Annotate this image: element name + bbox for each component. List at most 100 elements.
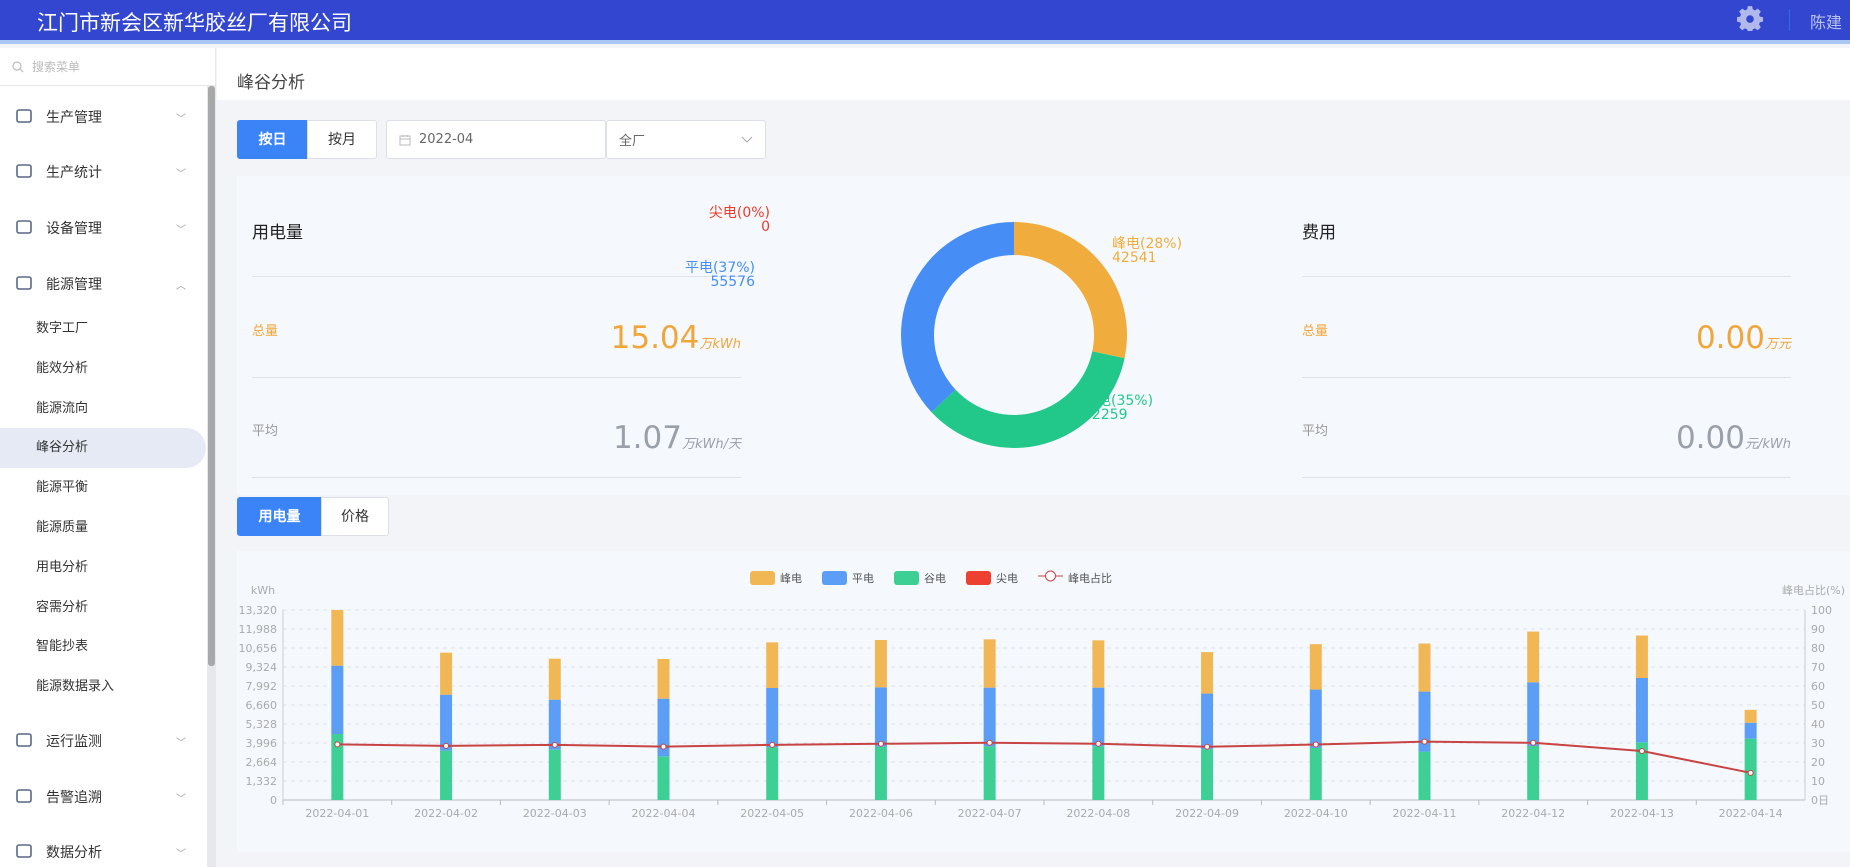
bar-谷电[interactable] — [874, 746, 887, 800]
sidebar-group[interactable]: 生产统计 ﹀ — [0, 162, 206, 182]
bar-平电[interactable] — [1309, 689, 1322, 748]
bar-峰电[interactable] — [874, 639, 887, 688]
line-point[interactable] — [1312, 741, 1319, 748]
sidebar-item[interactable]: 数字工厂 — [36, 321, 89, 336]
bar-峰电[interactable] — [657, 658, 670, 699]
bar-平电[interactable] — [1527, 682, 1540, 746]
line-point[interactable] — [769, 741, 776, 748]
pie-slice-1[interactable] — [931, 351, 1125, 449]
y2-tick-label: 80 — [1811, 642, 1825, 655]
bar-峰电[interactable] — [766, 642, 779, 688]
bar-峰电[interactable] — [1418, 643, 1431, 692]
sidebar-group[interactable]: 生产管理 ﹀ — [0, 107, 206, 127]
y2-tick-label: 50 — [1811, 699, 1825, 712]
bar-平电[interactable] — [1418, 691, 1431, 752]
line-point[interactable] — [1421, 738, 1428, 745]
bar-谷电[interactable] — [1201, 749, 1214, 800]
bar-平电[interactable] — [1092, 687, 1105, 747]
bar-峰电[interactable] — [983, 639, 996, 688]
bar-谷电[interactable] — [657, 756, 670, 800]
bar-平电[interactable] — [1635, 677, 1648, 743]
sidebar-scrollbar-thumb[interactable] — [208, 86, 215, 666]
line-point[interactable] — [334, 741, 341, 748]
sidebar-group[interactable]: 数据分析 ﹀ — [0, 842, 206, 862]
bar-平电[interactable] — [874, 687, 887, 747]
legend-swatch[interactable] — [894, 571, 919, 585]
sidebar-item[interactable]: 能源流向 — [36, 400, 89, 416]
bar-平电[interactable] — [331, 665, 344, 734]
bar-谷电[interactable] — [766, 747, 779, 800]
by-day-button[interactable]: 按日 — [237, 120, 308, 159]
line-point[interactable] — [1747, 769, 1754, 776]
bar-峰电[interactable] — [440, 652, 453, 695]
bar-谷电[interactable] — [1092, 746, 1105, 800]
line-point[interactable] — [551, 741, 558, 748]
sidebar-item[interactable]: 能源质量 — [36, 520, 89, 535]
tab-price[interactable]: 价格 — [321, 497, 389, 536]
bar-平电[interactable] — [983, 687, 996, 747]
sidebar-group[interactable]: 告警追溯 ﹀ — [0, 787, 206, 807]
date-picker[interactable]: 2022-04 — [386, 120, 606, 159]
by-month-button[interactable]: 按月 — [307, 120, 377, 159]
legend-swatch[interactable] — [966, 571, 991, 585]
bar-平电[interactable] — [1201, 693, 1214, 750]
bar-谷电[interactable] — [331, 733, 344, 800]
bar-谷电[interactable] — [1744, 738, 1757, 800]
bar-谷电[interactable] — [548, 749, 561, 800]
sidebar-group[interactable]: 设备管理 ﹀ — [0, 218, 206, 238]
pie-slice-0[interactable] — [1014, 222, 1127, 359]
bar-峰电[interactable] — [548, 658, 561, 700]
bar-平电[interactable] — [657, 698, 670, 757]
line-point[interactable] — [660, 743, 667, 750]
bar-峰电[interactable] — [1092, 640, 1105, 688]
legend-label[interactable]: 峰电占比 — [1068, 571, 1112, 585]
legend-label[interactable]: 谷电 — [924, 572, 946, 585]
sidebar-item[interactable]: 峰谷分析 — [0, 428, 206, 469]
legend-label[interactable]: 峰电 — [780, 572, 802, 585]
bar-峰电[interactable] — [1309, 644, 1322, 690]
bar-峰电[interactable] — [1201, 652, 1214, 694]
pie-slice-2[interactable] — [901, 222, 1014, 413]
sidebar-item[interactable]: 智能抄表 — [36, 639, 89, 655]
line-point[interactable] — [443, 742, 450, 749]
sidebar-group[interactable]: 运行监测 ﹀ — [0, 731, 206, 751]
user-name[interactable]: 陈建 — [1810, 13, 1843, 32]
legend-label[interactable]: 尖电 — [996, 572, 1018, 585]
usage-total-label: 总量 — [252, 324, 279, 339]
y2-tick-label: 20 — [1811, 756, 1825, 769]
line-point[interactable] — [1530, 739, 1537, 746]
bar-峰电[interactable] — [331, 610, 344, 666]
line-point[interactable] — [877, 740, 884, 747]
line-point[interactable] — [1095, 740, 1102, 747]
bar-谷电[interactable] — [1418, 751, 1431, 800]
sidebar-item[interactable]: 能效分析 — [36, 360, 89, 376]
bar-谷电[interactable] — [983, 746, 996, 800]
legend-label[interactable]: 平电 — [852, 572, 874, 585]
sidebar-item[interactable]: 能源平衡 — [36, 480, 89, 496]
line-point[interactable] — [1204, 743, 1211, 750]
bar-谷电[interactable] — [1309, 747, 1322, 800]
scope-select[interactable]: 全厂 — [606, 120, 766, 159]
bar-峰电[interactable] — [1744, 709, 1757, 723]
bar-平电[interactable] — [548, 699, 561, 750]
tab-usage[interactable]: 用电量 — [237, 497, 322, 536]
gear-icon[interactable] — [1737, 5, 1763, 31]
legend-swatch[interactable] — [822, 571, 847, 585]
bar-峰电[interactable] — [1635, 635, 1648, 678]
cost-title: 费用 — [1302, 223, 1336, 243]
sidebar-item[interactable]: 能源数据录入 — [36, 679, 115, 695]
bar-平电[interactable] — [766, 687, 779, 748]
sidebar-item[interactable]: 容需分析 — [36, 599, 89, 615]
bar-谷电[interactable] — [1527, 745, 1540, 800]
bar-谷电[interactable] — [440, 750, 453, 800]
menu-search[interactable]: 搜索菜单 — [0, 48, 215, 86]
line-point[interactable] — [986, 739, 993, 746]
bar-谷电[interactable] — [1635, 742, 1648, 800]
bar-平电[interactable] — [440, 694, 453, 751]
line-point[interactable] — [1638, 747, 1645, 754]
sidebar-group[interactable]: 能源管理 ︿ — [0, 274, 206, 294]
bar-峰电[interactable] — [1527, 631, 1540, 683]
sidebar-item[interactable]: 用电分析 — [36, 559, 89, 575]
legend-swatch[interactable] — [750, 571, 775, 585]
bar-平电[interactable] — [1744, 722, 1757, 739]
